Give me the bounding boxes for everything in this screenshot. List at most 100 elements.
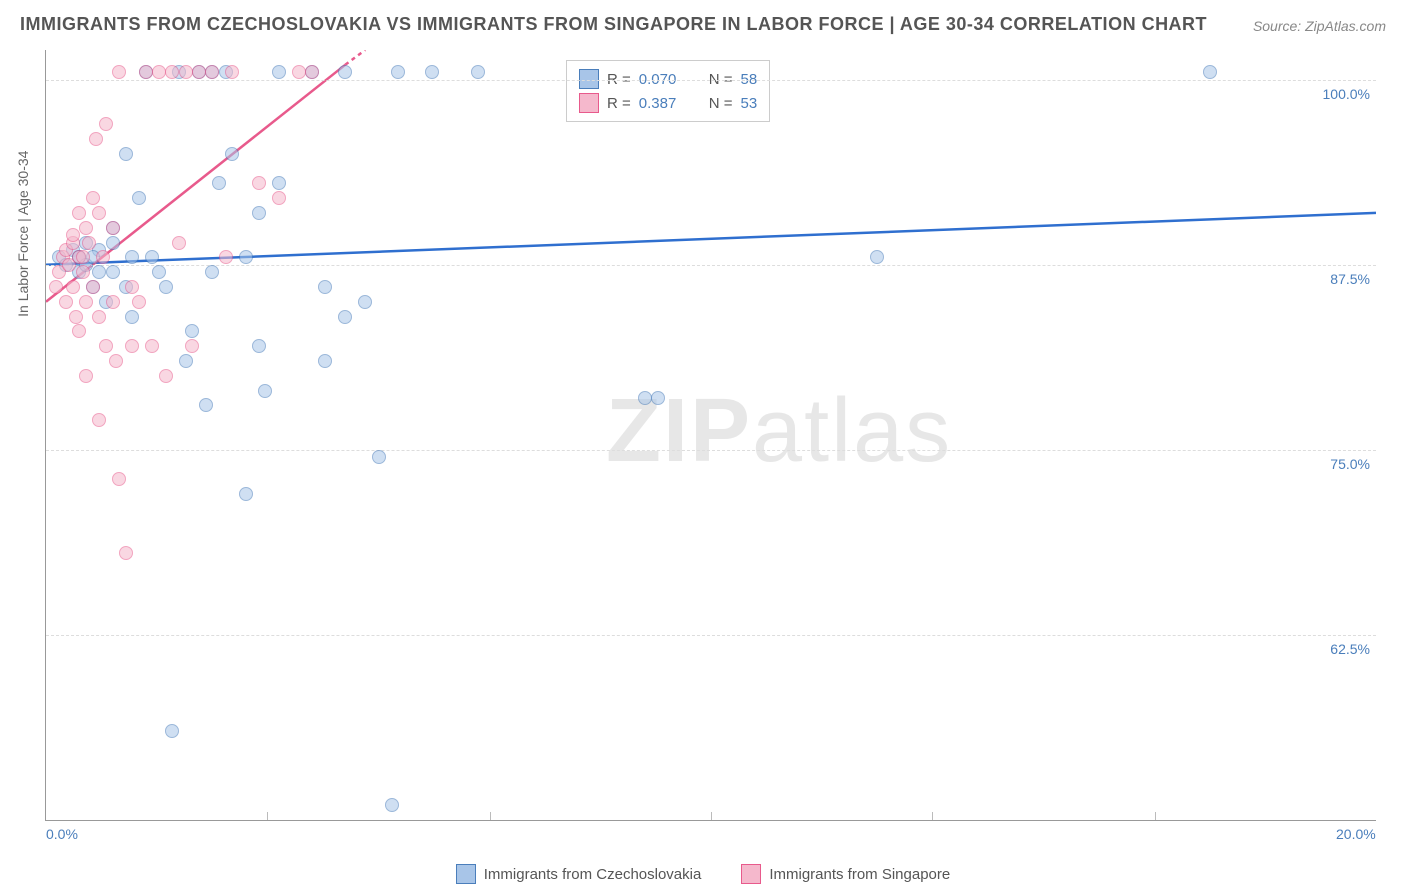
scatter-point [125, 339, 139, 353]
scatter-point [239, 250, 253, 264]
scatter-point [385, 798, 399, 812]
scatter-point [219, 250, 233, 264]
x-tick-mark [932, 812, 933, 820]
scatter-point [96, 250, 110, 264]
scatter-point [49, 280, 63, 294]
scatter-point [72, 206, 86, 220]
scatter-point [99, 117, 113, 131]
scatter-point [358, 295, 372, 309]
y-tick-label: 100.0% [1323, 86, 1370, 102]
scatter-point [132, 191, 146, 205]
scatter-point [106, 236, 120, 250]
scatter-point [106, 295, 120, 309]
gridline-horizontal [46, 80, 1376, 81]
y-tick-label: 75.0% [1330, 456, 1370, 472]
scatter-point [109, 354, 123, 368]
bottom-legend: Immigrants from Czechoslovakia Immigrants… [0, 864, 1406, 884]
scatter-point [92, 265, 106, 279]
scatter-point [471, 65, 485, 79]
scatter-point [199, 398, 213, 412]
scatter-point [192, 65, 206, 79]
scatter-point [145, 250, 159, 264]
scatter-point [66, 228, 80, 242]
scatter-point [152, 265, 166, 279]
chart-title: IMMIGRANTS FROM CZECHOSLOVAKIA VS IMMIGR… [20, 14, 1207, 35]
scatter-point [425, 65, 439, 79]
source-label: Source: ZipAtlas.com [1253, 18, 1386, 34]
legend-n-value: 53 [741, 95, 758, 112]
scatter-point [159, 369, 173, 383]
scatter-point [305, 65, 319, 79]
scatter-point [165, 65, 179, 79]
gridline-horizontal [46, 635, 1376, 636]
scatter-point [1203, 65, 1217, 79]
scatter-point [106, 265, 120, 279]
bottom-legend-label: Immigrants from Czechoslovakia [484, 866, 702, 883]
scatter-point [112, 472, 126, 486]
scatter-point [185, 324, 199, 338]
scatter-point [318, 354, 332, 368]
bottom-legend-item: Immigrants from Singapore [741, 864, 950, 884]
scatter-point [272, 191, 286, 205]
scatter-point [172, 236, 186, 250]
scatter-point [252, 339, 266, 353]
scatter-point [185, 339, 199, 353]
scatter-point [125, 250, 139, 264]
scatter-point [92, 206, 106, 220]
scatter-point [99, 339, 113, 353]
scatter-point [79, 369, 93, 383]
scatter-point [258, 384, 272, 398]
scatter-point [82, 236, 96, 250]
scatter-point [205, 65, 219, 79]
trendlines-layer [46, 50, 1376, 820]
scatter-point [76, 250, 90, 264]
trendline-dashed [345, 50, 365, 65]
scatter-point [179, 65, 193, 79]
scatter-point [651, 391, 665, 405]
scatter-point [92, 310, 106, 324]
scatter-point [69, 310, 83, 324]
scatter-point [239, 487, 253, 501]
scatter-point [92, 413, 106, 427]
stats-legend: R =0.070N =58R =0.387N =53 [566, 60, 770, 122]
scatter-point [152, 65, 166, 79]
scatter-point [145, 339, 159, 353]
scatter-point [139, 65, 153, 79]
legend-r-value: 0.387 [639, 95, 689, 112]
scatter-point [79, 295, 93, 309]
x-tick-mark [711, 812, 712, 820]
chart-area: ZIPatlas R =0.070N =58R =0.387N =53 62.5… [45, 50, 1376, 821]
scatter-point [59, 295, 73, 309]
y-tick-label: 62.5% [1330, 641, 1370, 657]
y-axis-label: In Labor Force | Age 30-34 [15, 151, 31, 317]
scatter-point [79, 221, 93, 235]
scatter-point [212, 176, 226, 190]
scatter-point [119, 546, 133, 560]
gridline-horizontal [46, 450, 1376, 451]
scatter-point [252, 206, 266, 220]
gridline-horizontal [46, 265, 1376, 266]
legend-swatch [579, 93, 599, 113]
scatter-point [159, 280, 173, 294]
scatter-point [338, 310, 352, 324]
bottom-legend-item: Immigrants from Czechoslovakia [456, 864, 702, 884]
legend-swatch [741, 864, 761, 884]
scatter-point [119, 147, 133, 161]
scatter-point [372, 450, 386, 464]
scatter-point [272, 65, 286, 79]
scatter-point [179, 354, 193, 368]
legend-swatch [456, 864, 476, 884]
x-tick-label: 0.0% [46, 826, 78, 842]
scatter-point [391, 65, 405, 79]
scatter-point [638, 391, 652, 405]
scatter-point [205, 265, 219, 279]
scatter-point [86, 280, 100, 294]
scatter-point [86, 191, 100, 205]
scatter-point [89, 132, 103, 146]
scatter-point [125, 280, 139, 294]
scatter-point [338, 65, 352, 79]
legend-r-label: R = [607, 95, 631, 112]
y-tick-label: 87.5% [1330, 271, 1370, 287]
watermark-bold: ZIP [606, 381, 752, 481]
scatter-point [272, 176, 286, 190]
